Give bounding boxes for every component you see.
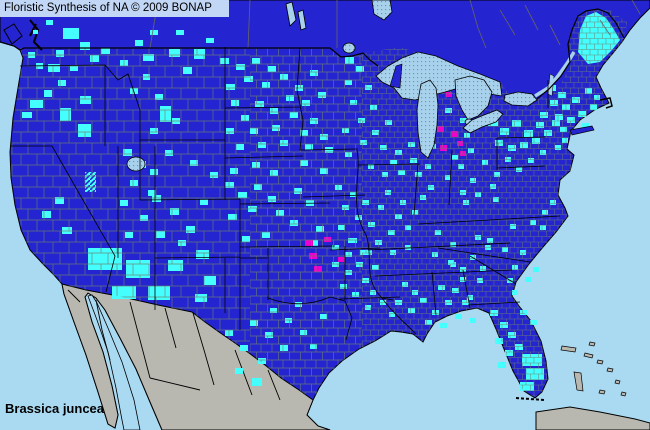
lake-erie xyxy=(462,109,504,134)
map-title-bar: Floristic Synthesis of NA © 2009 BONAP xyxy=(0,0,229,17)
us-canada-border xyxy=(0,8,625,100)
cape-cod xyxy=(599,97,613,109)
cuba xyxy=(535,406,650,430)
mexico-state-borders xyxy=(67,289,281,401)
lake-michigan xyxy=(416,79,439,159)
james-bay xyxy=(371,0,393,21)
canada-province-borders xyxy=(149,0,641,49)
long-island xyxy=(569,125,595,136)
great-salt-lake xyxy=(126,156,146,172)
lake-huron xyxy=(454,75,493,121)
vancouver-island xyxy=(3,23,23,45)
great-lakes xyxy=(126,0,555,172)
lake-ontario xyxy=(503,91,538,107)
map-title: Floristic Synthesis of NA © 2009 BONAP xyxy=(4,2,212,14)
lake-of-the-woods xyxy=(342,42,356,54)
lake-winnipeg xyxy=(285,1,297,27)
lake-winnipegosis xyxy=(297,9,307,31)
keweenaw-peninsula xyxy=(389,63,403,89)
bahamas xyxy=(560,341,627,397)
us-state-borders xyxy=(10,47,561,341)
species-label: Brassica juncea xyxy=(5,401,105,416)
